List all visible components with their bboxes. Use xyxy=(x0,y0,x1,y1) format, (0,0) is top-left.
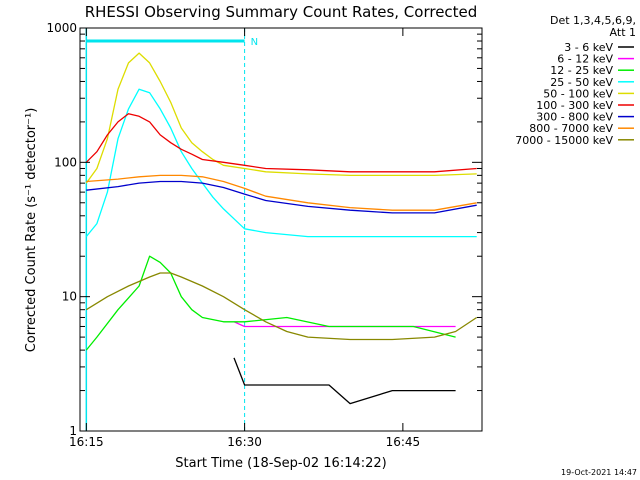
series-line-0 xyxy=(233,357,456,405)
legend-label-2: 12 - 25 keV xyxy=(550,64,613,77)
legend-label-4: 50 - 100 keV xyxy=(543,87,613,100)
legend-header-line-1: Det 1,3,4,5,6,9, xyxy=(550,14,636,27)
night-flag-label: N xyxy=(251,37,258,48)
series-line-4 xyxy=(85,52,477,184)
annotation-layer: NF xyxy=(85,28,258,431)
chart-title: RHESSI Observing Summary Count Rates, Co… xyxy=(85,3,478,21)
series-layer xyxy=(85,52,478,405)
series-line-5 xyxy=(85,113,477,173)
tick-layer: 16:15 16:30 16:45 1 10 100 1000 xyxy=(46,21,482,449)
legend-label-7: 800 - 7000 keV xyxy=(529,122,613,135)
series-line-6 xyxy=(86,180,477,214)
footer-timestamp: 19-Oct-2021 14:47 xyxy=(561,468,637,477)
series-line-7 xyxy=(86,174,477,211)
x-tick-label-1: 16:30 xyxy=(227,435,262,449)
x-tick-label-0: 16:15 xyxy=(69,435,104,449)
x-axis-label: Start Time (18-Sep-02 16:14:22) xyxy=(175,456,386,471)
plot-frame xyxy=(79,27,483,432)
y-axis-label: Corrected Count Rate (s⁻¹ detector⁻¹) xyxy=(24,108,39,353)
legend-label-5: 100 - 300 keV xyxy=(536,99,613,112)
y-tick-label-1: 10 xyxy=(62,290,77,304)
legend-label-8: 7000 - 15000 keV xyxy=(515,134,613,147)
legend-header-line-2: Att 1 xyxy=(610,26,636,39)
y-tick-label-2: 100 xyxy=(54,155,77,169)
legend-label-3: 25 - 50 keV xyxy=(550,76,613,89)
series-line-2 xyxy=(85,255,456,351)
x-tick-label-2: 16:45 xyxy=(386,435,421,449)
y-tick-label-0: 1 xyxy=(69,424,77,438)
y-tick-label-3: 1000 xyxy=(46,21,77,35)
legend-label-0: 3 - 6 keV xyxy=(564,41,613,54)
legend-label-6: 300 - 800 keV xyxy=(536,111,613,124)
legend-label-1: 6 - 12 keV xyxy=(557,53,613,66)
series-line-8 xyxy=(85,272,478,341)
